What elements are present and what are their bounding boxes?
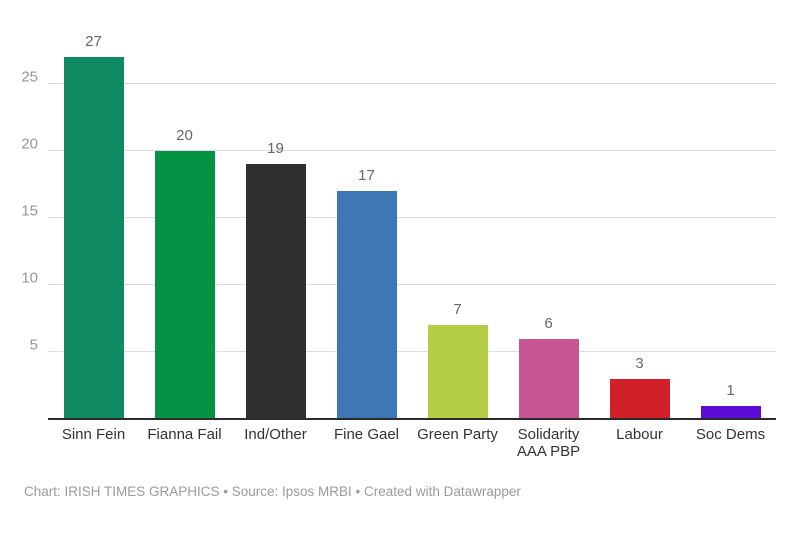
bar	[700, 405, 761, 419]
category-label: Fine Gael	[333, 426, 400, 443]
category-label: Green Party	[417, 426, 498, 443]
category-label: Sinn Fein	[61, 426, 126, 443]
bar-slot: 17	[321, 0, 412, 419]
bar	[609, 378, 670, 419]
bar	[154, 151, 215, 419]
y-tick-label-25: 25	[21, 68, 38, 86]
bar-slot: 6	[503, 0, 594, 419]
bar-slot: 1	[685, 0, 776, 419]
bar-slot: 27	[48, 0, 139, 419]
bar	[63, 57, 124, 419]
bar-value-label: 19	[267, 140, 284, 158]
category-labels: Sinn Fein Fianna Fail Ind/Other Fine Gael Gr…	[48, 426, 776, 476]
bar-value-label: 7	[453, 301, 462, 319]
grid-line-10	[48, 284, 776, 285]
grid-line-25	[48, 83, 776, 84]
bar-slot: 7	[412, 0, 503, 419]
bar-slot: 3	[594, 0, 685, 419]
plot-area: 5 10 15 20 25 27 20 19 17 7 6 3 1	[21, 0, 776, 420]
y-tick-label-10: 10	[21, 269, 38, 287]
grid-line-15	[48, 217, 776, 218]
y-tick-label-5: 5	[29, 336, 38, 354]
bar-value-label: 20	[176, 127, 193, 144]
grid-line-20	[48, 150, 776, 151]
bar-value-label: 27	[85, 33, 102, 51]
category-label: Ind/Other	[244, 426, 307, 443]
category-label: Fianna Fail	[147, 426, 222, 443]
bar-value-label: 3	[635, 354, 644, 372]
y-tick-label-20: 20	[21, 135, 38, 153]
bar-slot: 19	[230, 0, 321, 419]
bar-value-label: 1	[726, 381, 735, 399]
bar-value-label: 6	[544, 314, 553, 332]
bar	[245, 164, 306, 419]
bar	[427, 325, 488, 419]
category-label: Soc Dems	[695, 426, 766, 443]
grid-line-5	[48, 351, 776, 352]
y-tick-label-15: 15	[21, 202, 38, 220]
bar-value-label: 17	[358, 167, 375, 185]
category-label: Labour	[616, 426, 663, 443]
bar-slot: 20	[139, 0, 230, 419]
category-label: Solidarity AAA PBP	[516, 426, 581, 461]
bar	[518, 338, 579, 419]
x-axis-line	[48, 418, 776, 420]
bar	[336, 191, 397, 419]
chart-footer-credit: Chart: IRISH TIMES GRAPHICS • Source: Ip…	[24, 484, 521, 499]
